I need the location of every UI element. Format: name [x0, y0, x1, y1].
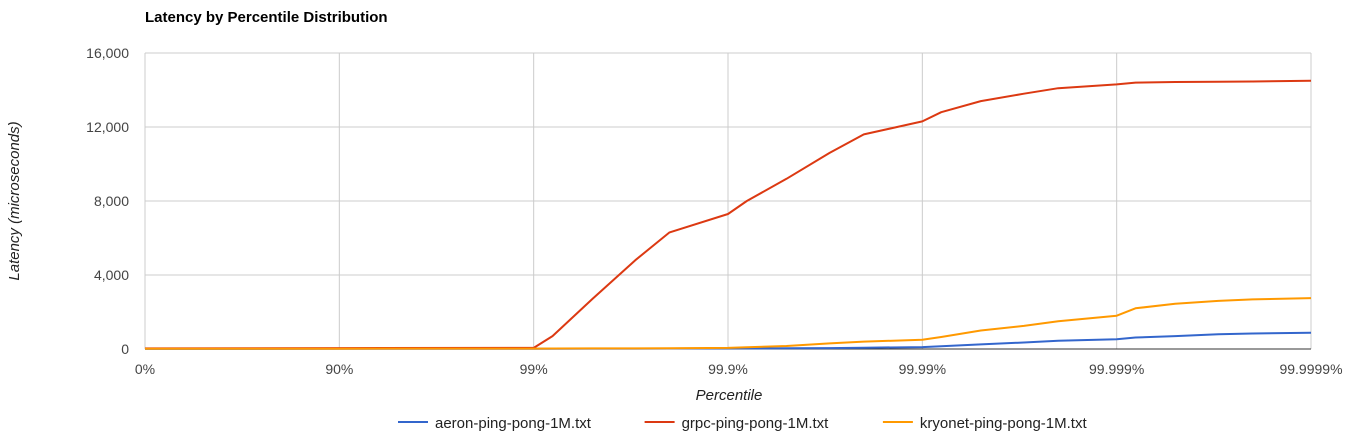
legend-item[interactable]: grpc-ping-pong-1M.txt — [644, 415, 830, 432]
legend-item[interactable]: aeron-ping-pong-1M.txt — [398, 415, 592, 432]
legend-item[interactable]: kryonet-ping-pong-1M.txt — [882, 415, 1088, 432]
y-axis-title: Latency (microseconds) — [6, 121, 23, 280]
series-line-grpc-ping-pong-1m-txt — [144, 79, 1312, 350]
legend-label: kryonet-ping-pong-1M.txt — [920, 415, 1088, 432]
x-tick-label: 99.9999% — [1279, 361, 1342, 377]
y-tick-label: 8,000 — [94, 193, 129, 209]
y-tick-label: 16,000 — [86, 45, 129, 61]
x-tick-label: 90% — [325, 361, 353, 377]
y-tick-label: 12,000 — [86, 119, 129, 135]
x-tick-label: 99.99% — [899, 361, 946, 377]
series-line-kryonet-ping-pong-1m-txt — [144, 297, 1312, 350]
chart-title: Latency by Percentile Distribution — [145, 9, 388, 26]
y-tick-label: 4,000 — [94, 267, 129, 283]
x-tick-label: 99% — [520, 361, 548, 377]
x-tick-label: 99.9% — [708, 361, 748, 377]
legend-label: aeron-ping-pong-1M.txt — [435, 415, 592, 432]
series-lines — [144, 79, 1312, 350]
legend-label: grpc-ping-pong-1M.txt — [682, 415, 830, 432]
legend: aeron-ping-pong-1M.txt grpc-ping-pong-1M.… — [398, 415, 1087, 432]
x-axis-title: Percentile — [696, 387, 763, 404]
x-tick-label: 0% — [135, 361, 155, 377]
grid — [144, 52, 1312, 350]
tick-labels: 0 4,000 8,000 12,000 16,000 0% 90% 99% 99.9% 99.9… — [86, 45, 1342, 377]
x-tick-label: 99.999% — [1089, 361, 1144, 377]
y-tick-label: 0 — [121, 341, 129, 357]
